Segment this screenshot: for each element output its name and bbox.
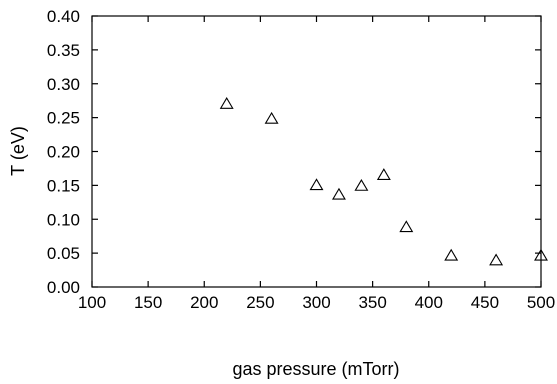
x-tick-label: 250 (246, 293, 274, 312)
x-tick-labels: 100 150 200 250 300 350 400 450 500 (78, 293, 555, 312)
x-axis-label: gas pressure (mTorr) (232, 359, 399, 379)
data-point (354, 178, 369, 191)
x-tick-label: 200 (190, 293, 218, 312)
y-tick-label: 0.15 (47, 176, 80, 195)
data-point (219, 96, 234, 109)
data-point (534, 248, 548, 261)
data-point (376, 168, 391, 180)
x-tick-label: 350 (358, 293, 386, 312)
x-tick-label: 300 (302, 293, 330, 312)
data-points (219, 96, 548, 266)
y-tick-label: 0.00 (47, 278, 80, 297)
x-tick-label: 450 (471, 293, 499, 312)
y-tick-label: 0.25 (47, 109, 80, 128)
data-point (444, 248, 459, 261)
x-tick-label: 100 (78, 293, 106, 312)
y-tick-label: 0.40 (47, 7, 80, 26)
y-tick-label: 0.20 (47, 143, 80, 162)
y-tick-label: 0.05 (47, 244, 80, 263)
x-tick-label: 400 (415, 293, 443, 312)
x-tick-label: 500 (527, 293, 555, 312)
y-tick-label: 0.35 (47, 41, 80, 60)
y-axis-label: T (eV) (8, 126, 28, 176)
data-point (264, 111, 279, 124)
y-tick-label: 0.30 (47, 75, 80, 94)
data-point (399, 220, 414, 233)
plot-frame (91, 15, 542, 288)
x-tick-label: 150 (134, 293, 162, 312)
data-point (489, 253, 504, 266)
data-point (309, 178, 324, 191)
data-point (331, 187, 346, 200)
y-tick-labels: 0.00 0.05 0.10 0.15 0.20 0.25 0.30 0.35 0.40 (47, 7, 80, 297)
axis-ticks (91, 15, 542, 288)
y-tick-label: 0.10 (47, 210, 80, 229)
